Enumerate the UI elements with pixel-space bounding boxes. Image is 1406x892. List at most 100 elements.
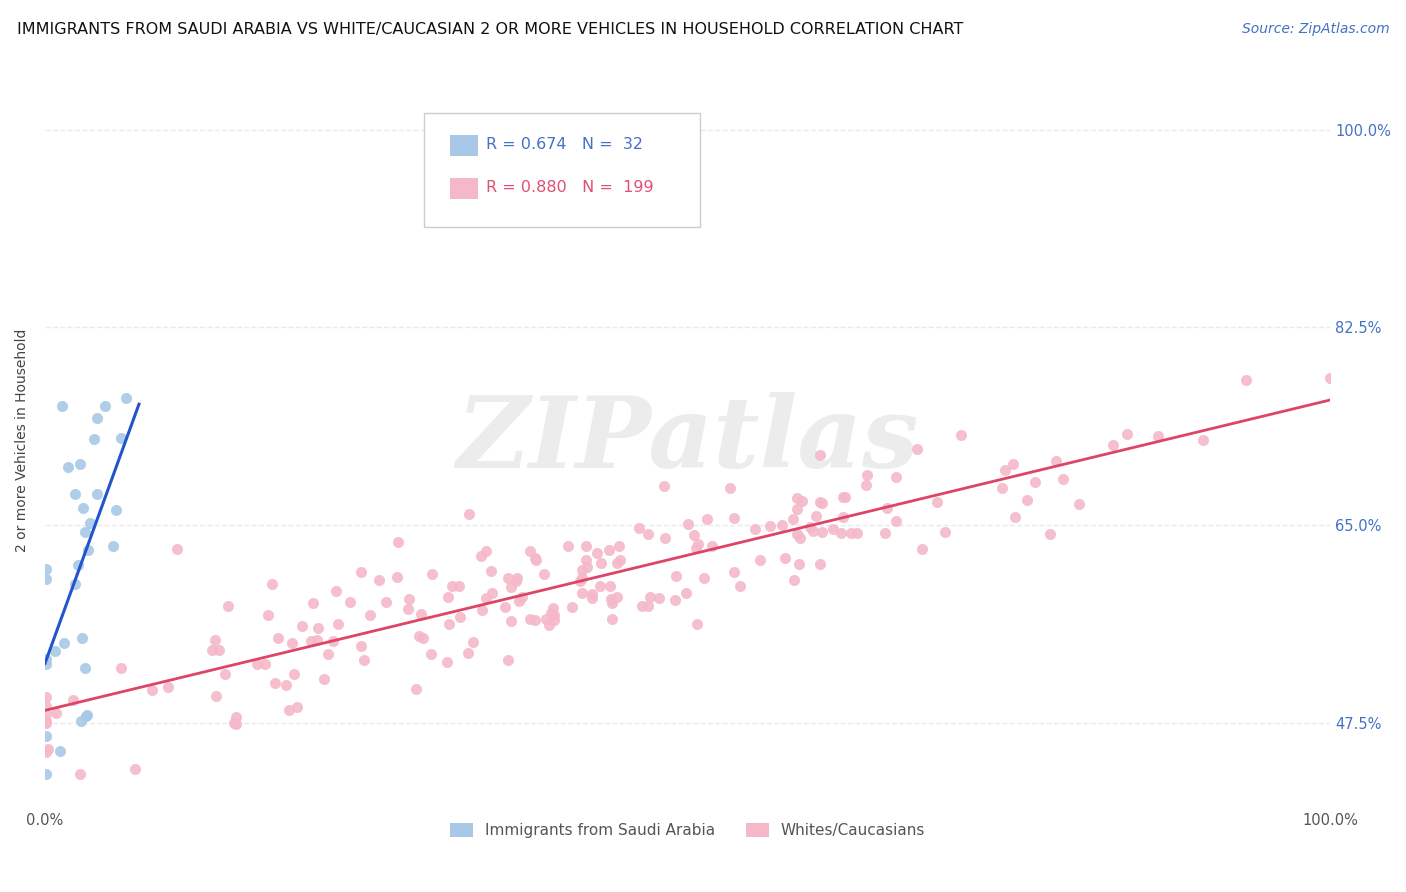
- Point: [93, 399, 115, 413]
- Point: [519, 612, 541, 626]
- Point: [264, 676, 287, 690]
- Point: [581, 586, 603, 600]
- Point: [808, 448, 831, 462]
- Point: [35, 690, 58, 704]
- Point: [683, 527, 706, 541]
- Point: [640, 590, 662, 604]
- FancyBboxPatch shape: [450, 178, 478, 199]
- Point: [575, 559, 598, 574]
- Point: [876, 501, 898, 516]
- Point: [569, 574, 592, 589]
- Point: [316, 647, 339, 661]
- Point: [481, 586, 503, 600]
- Point: [222, 715, 245, 730]
- Point: [45, 706, 67, 720]
- Point: [808, 495, 831, 509]
- Point: [606, 590, 628, 604]
- Point: [225, 710, 247, 724]
- Point: [307, 621, 329, 635]
- FancyBboxPatch shape: [450, 136, 478, 156]
- Point: [305, 633, 328, 648]
- Point: [86, 487, 108, 501]
- Point: [811, 524, 834, 539]
- Point: [368, 573, 391, 587]
- Point: [35, 714, 58, 728]
- Point: [665, 568, 688, 582]
- Point: [696, 512, 718, 526]
- Point: [387, 570, 409, 584]
- Point: [1004, 510, 1026, 524]
- Point: [607, 539, 630, 553]
- Point: [411, 607, 433, 621]
- Point: [759, 518, 782, 533]
- Point: [412, 631, 434, 645]
- Point: [675, 585, 697, 599]
- Point: [350, 566, 373, 580]
- Point: [69, 457, 91, 471]
- Point: [110, 661, 132, 675]
- Point: [35, 716, 58, 731]
- Point: [723, 511, 745, 525]
- Point: [217, 599, 239, 613]
- Point: [63, 486, 86, 500]
- Point: [598, 542, 620, 557]
- Point: [35, 657, 58, 671]
- Point: [471, 602, 494, 616]
- Point: [571, 563, 593, 577]
- Point: [664, 593, 686, 607]
- Point: [718, 481, 741, 495]
- Point: [543, 608, 565, 623]
- Point: [685, 541, 707, 555]
- Point: [204, 632, 226, 647]
- Point: [156, 681, 179, 695]
- Point: [823, 522, 845, 536]
- Point: [110, 431, 132, 445]
- Point: [512, 591, 534, 605]
- Point: [787, 557, 810, 571]
- Point: [561, 599, 583, 614]
- Point: [498, 652, 520, 666]
- Point: [44, 644, 66, 658]
- Point: [855, 478, 877, 492]
- Point: [51, 399, 73, 413]
- Point: [744, 522, 766, 536]
- Point: [35, 767, 58, 781]
- Point: [571, 586, 593, 600]
- Point: [749, 552, 772, 566]
- Point: [283, 667, 305, 681]
- Point: [326, 616, 349, 631]
- Point: [834, 490, 856, 504]
- Point: [606, 556, 628, 570]
- Point: [806, 508, 828, 523]
- Point: [830, 526, 852, 541]
- Point: [856, 468, 879, 483]
- Point: [396, 602, 419, 616]
- Point: [35, 707, 58, 722]
- Point: [911, 541, 934, 556]
- Point: [799, 520, 821, 534]
- Point: [801, 524, 824, 538]
- Point: [496, 571, 519, 585]
- FancyBboxPatch shape: [425, 113, 700, 227]
- Point: [353, 653, 375, 667]
- Point: [66, 558, 89, 573]
- Point: [267, 631, 290, 645]
- Point: [419, 648, 441, 662]
- Point: [436, 655, 458, 669]
- Point: [571, 571, 593, 585]
- Point: [325, 584, 347, 599]
- Point: [505, 574, 527, 588]
- Point: [1039, 527, 1062, 541]
- Point: [35, 572, 58, 586]
- Point: [773, 551, 796, 566]
- Point: [609, 552, 631, 566]
- Point: [811, 496, 834, 510]
- Point: [884, 514, 907, 528]
- Point: [772, 517, 794, 532]
- Point: [49, 743, 72, 757]
- Point: [339, 595, 361, 609]
- Point: [599, 578, 621, 592]
- Point: [1116, 427, 1139, 442]
- Point: [845, 525, 868, 540]
- Point: [262, 577, 284, 591]
